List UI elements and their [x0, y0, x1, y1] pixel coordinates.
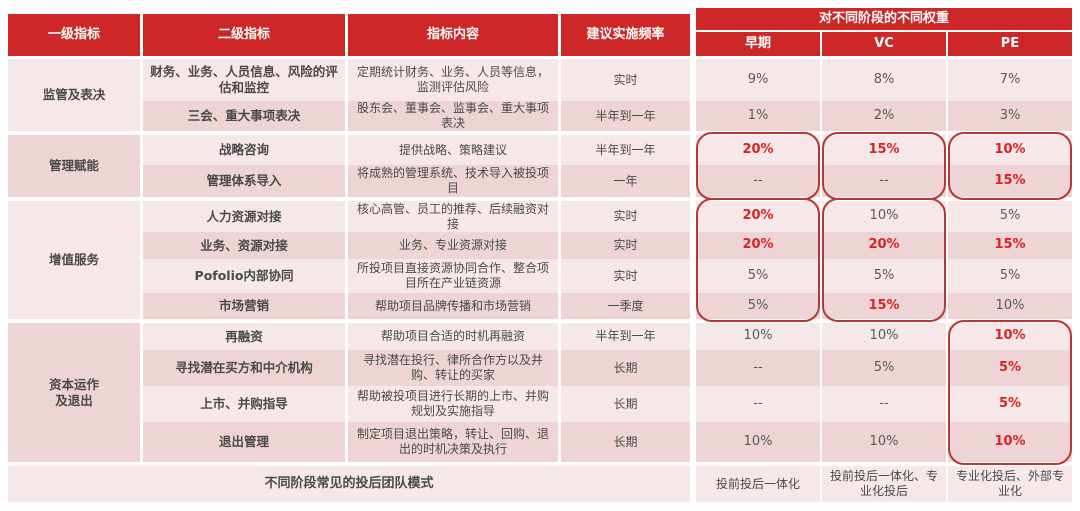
cell-weight-early: 20% [696, 201, 820, 232]
cell-content: 将成熟的管理系统、技术导入被投项目 [348, 165, 558, 197]
cell-level2: Pofolio内部协同 [143, 259, 345, 293]
cell-weight-pe: 5% [948, 350, 1072, 386]
cell-level2: 三会、重大事项表决 [143, 101, 345, 131]
cell-level2: 人力资源对接 [143, 201, 345, 232]
footer-mode-pe: 专业化投后、外部专业化 [948, 466, 1072, 502]
cell-level2: 业务、资源对接 [143, 232, 345, 259]
cell-weight-vc: 20% [822, 232, 946, 259]
cell-weight-early: 5% [696, 259, 820, 293]
cell-level2: 上市、并购指导 [143, 386, 345, 422]
cell-frequency: 实时 [561, 201, 690, 232]
cell-weight-vc: -- [822, 165, 946, 197]
cell-weight-vc: 10% [822, 422, 946, 462]
cell-weight-early: -- [696, 165, 820, 197]
cell-weight-pe: 7% [948, 59, 1072, 101]
cell-weight-pe: 10% [948, 323, 1072, 350]
cell-weight-vc: 10% [822, 323, 946, 350]
cell-weight-pe: 10% [948, 135, 1072, 165]
cell-content: 核心高管、员工的推荐、后续融资对接 [348, 201, 558, 232]
cell-content: 所投项目直接资源协同合作、整合项目所在产业链资源 [348, 259, 558, 293]
cell-weight-vc: 5% [822, 350, 946, 386]
cell-content: 帮助项目合适的时机再融资 [348, 323, 558, 350]
cell-weight-pe: 15% [948, 232, 1072, 259]
cell-frequency: 长期 [561, 422, 690, 462]
cell-weight-vc: 5% [822, 259, 946, 293]
header-stage-vc: VC [822, 32, 946, 56]
cell-content: 帮助被投项目进行长期的上市、并购规划及实施指导 [348, 386, 558, 422]
cell-frequency: 实时 [561, 59, 690, 101]
footer-mode-early: 投前投后一体化 [696, 466, 820, 502]
cell-level2: 再融资 [143, 323, 345, 350]
cell-weight-pe: 5% [948, 259, 1072, 293]
footer-label: 不同阶段常见的投后团队模式 [8, 466, 690, 502]
header-stage-pe: PE [948, 32, 1072, 56]
cell-content: 帮助项目品牌传播和市场营销 [348, 293, 558, 319]
cell-weight-pe: 10% [948, 293, 1072, 319]
header-stage-early: 早期 [696, 32, 820, 56]
cell-weight-vc: -- [822, 386, 946, 422]
cell-level2: 市场营销 [143, 293, 345, 319]
cell-level2: 战略咨询 [143, 135, 345, 165]
cell-weight-vc: 15% [822, 293, 946, 319]
header-frequency: 建议实施频率 [561, 14, 690, 56]
cell-content: 股东会、董事会、监事会、重大事项表决 [348, 101, 558, 131]
cell-weight-early: 20% [696, 135, 820, 165]
cell-frequency: 半年到一年 [561, 323, 690, 350]
footer-mode-vc: 投前投后一体化、专业化投后 [822, 466, 946, 502]
cell-frequency: 一年 [561, 165, 690, 197]
metrics-table: 一级指标 二级指标 指标内容 建议实施频率 对不同阶段的不同权重 早期 VC P… [8, 8, 1072, 502]
cell-weight-pe: 5% [948, 201, 1072, 232]
cell-frequency: 半年到一年 [561, 101, 690, 131]
cell-content: 提供战略、策略建议 [348, 135, 558, 165]
cell-weight-early: 9% [696, 59, 820, 101]
cell-weight-pe: 3% [948, 101, 1072, 131]
cell-weight-vc: 15% [822, 135, 946, 165]
cell-weight-early: 1% [696, 101, 820, 131]
cell-weight-early: -- [696, 386, 820, 422]
cell-level2: 财务、业务、人员信息、风险的评估和监控 [143, 59, 345, 101]
cell-level2: 寻找潜在买方和中介机构 [143, 350, 345, 386]
cell-weight-vc: 8% [822, 59, 946, 101]
header-level2: 二级指标 [143, 14, 345, 56]
cell-frequency: 长期 [561, 350, 690, 386]
header-content: 指标内容 [348, 14, 558, 56]
cell-frequency: 一季度 [561, 293, 690, 319]
group-supervision: 监管及表决 [8, 59, 140, 131]
cell-frequency: 实时 [561, 232, 690, 259]
cell-weight-early: 5% [696, 293, 820, 319]
cell-level2: 退出管理 [143, 422, 345, 462]
cell-level2: 管理体系导入 [143, 165, 345, 197]
header-weights-group: 对不同阶段的不同权重 [696, 8, 1072, 30]
cell-weight-early: 20% [696, 232, 820, 259]
cell-content: 定期统计财务、业务、人员等信息，监测评估风险 [348, 59, 558, 101]
cell-weight-pe: 5% [948, 386, 1072, 422]
cell-content: 寻找潜在投行、律所合作方以及并购、转让的买家 [348, 350, 558, 386]
cell-weight-vc: 2% [822, 101, 946, 131]
cell-content: 制定项目退出策略，转让、回购、退出的时机决策及执行 [348, 422, 558, 462]
cell-frequency: 半年到一年 [561, 135, 690, 165]
cell-frequency: 长期 [561, 386, 690, 422]
cell-frequency: 实时 [561, 259, 690, 293]
cell-weight-pe: 10% [948, 422, 1072, 462]
group-capital-exit: 资本运作 及退出 [8, 323, 140, 462]
cell-weight-early: -- [696, 350, 820, 386]
cell-content: 业务、专业资源对接 [348, 232, 558, 259]
cell-weight-early: 10% [696, 422, 820, 462]
group-value-add: 增值服务 [8, 201, 140, 319]
header-level1: 一级指标 [8, 14, 140, 56]
cell-weight-vc: 10% [822, 201, 946, 232]
cell-weight-pe: 15% [948, 165, 1072, 197]
cell-weight-early: 10% [696, 323, 820, 350]
group-management: 管理赋能 [8, 135, 140, 197]
